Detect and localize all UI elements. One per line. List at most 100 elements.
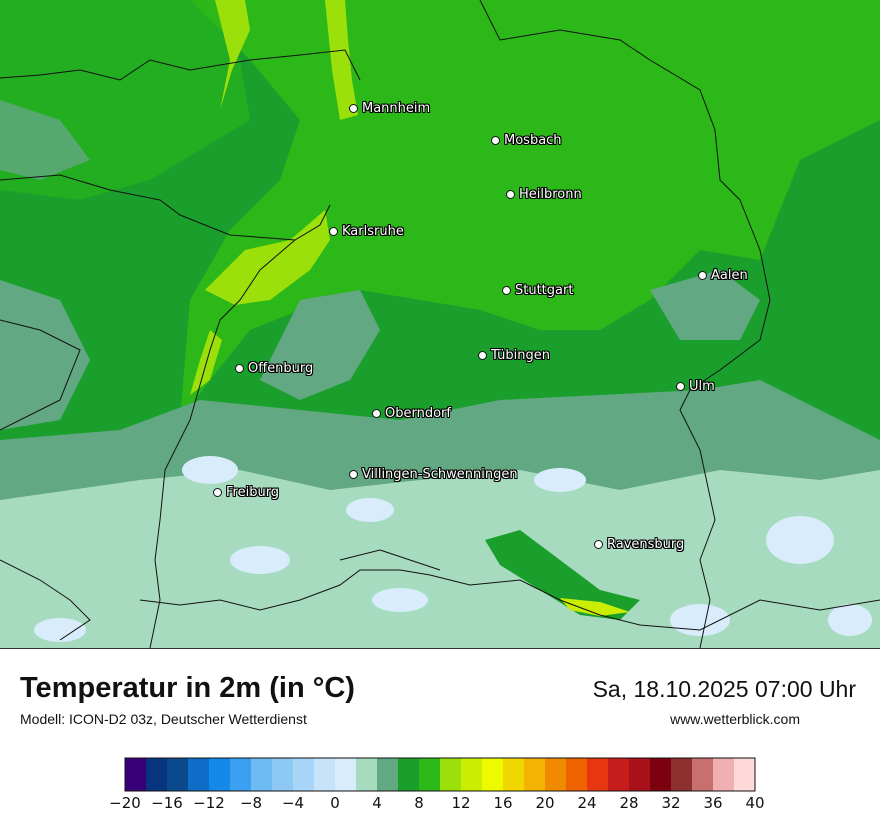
field-ice-bar (346, 498, 394, 522)
field-cool-west (0, 280, 90, 430)
field-cool-blackforest-north (260, 290, 380, 400)
temperature-map: Mannheim Mosbach Heilbronn Karlsruhe Aal… (0, 0, 880, 649)
color-scale-swatch (650, 758, 672, 791)
color-scale-tick-label: 0 (330, 794, 340, 812)
color-scale-swatch (587, 758, 609, 791)
field-warm-mannheim (325, 0, 358, 120)
color-scale-swatch (440, 758, 462, 791)
city-dot-icon (372, 409, 381, 418)
page-title: Temperatur in 2m (in °C) (20, 672, 355, 704)
city-label: Oberndorf (385, 406, 451, 421)
color-scale-swatch (566, 758, 588, 791)
city-marker-offenburg: Offenburg (235, 361, 313, 376)
city-dot-icon (349, 470, 358, 479)
color-scale-swatch (671, 758, 693, 791)
city-marker-ulm: Ulm (676, 379, 715, 394)
field-lake-warm (560, 598, 630, 616)
color-scale-tick-label: −16 (151, 794, 183, 812)
city-label: Mannheim (362, 101, 431, 116)
field-cool-northwest (0, 100, 90, 180)
color-scale-tick-label: 20 (535, 794, 555, 812)
color-scale-swatch (545, 758, 567, 791)
city-marker-tuebingen: Tübingen (478, 348, 550, 363)
color-scale-legend: −20 −16 −12 −8 −4 0 4 8 12 16 20 24 28 32 36 40 (0, 750, 880, 830)
city-label: Heilbronn (519, 187, 582, 202)
color-scale-tick-label: 16 (493, 794, 513, 812)
color-scale-swatch (335, 758, 357, 791)
city-marker-heilbronn: Heilbronn (506, 187, 582, 202)
field-ice-southeast (766, 516, 834, 564)
city-dot-icon (506, 190, 515, 199)
field-ice-southwest (34, 618, 86, 642)
city-dot-icon (329, 227, 338, 236)
color-scale-swatch (146, 758, 168, 791)
color-scale-border (124, 757, 756, 792)
website-link[interactable]: www.wetterblick.com (670, 711, 800, 727)
city-dot-icon (594, 540, 603, 549)
color-scale-tick-label: −12 (193, 794, 225, 812)
field-ice-south-1 (230, 546, 290, 574)
color-scale-swatch (251, 758, 273, 791)
city-dot-icon (491, 136, 500, 145)
color-scale-swatch (524, 758, 546, 791)
city-label: Mosbach (504, 133, 562, 148)
city-marker-ravensburg: Ravensburg (594, 537, 684, 552)
color-scale-swatch (209, 758, 231, 791)
color-scale-swatch (125, 758, 147, 791)
color-scale-swatch (356, 758, 378, 791)
city-marker-mosbach: Mosbach (491, 133, 562, 148)
city-label: Karlsruhe (342, 224, 404, 239)
border-switzerland (139, 569, 880, 631)
field-warm-karlsruhe (205, 210, 330, 305)
field-warm-strip-north (215, 0, 250, 110)
color-scale-tick-label: −4 (281, 794, 305, 812)
color-scale-tick-label: 12 (451, 794, 471, 812)
city-label: Tübingen (491, 348, 550, 363)
city-marker-freiburg: Freiburg (213, 485, 279, 500)
city-label: Aalen (711, 268, 748, 283)
field-ice-east (828, 604, 872, 636)
color-scale-swatch (419, 758, 441, 791)
color-scale-tick-label: 36 (703, 794, 723, 812)
color-scale-swatch (608, 758, 630, 791)
city-dot-icon (235, 364, 244, 373)
field-ice-freiburg (182, 456, 238, 484)
city-marker-aalen: Aalen (698, 268, 748, 283)
color-scale-bar (124, 757, 756, 792)
color-scale-tick-label: −8 (239, 794, 263, 812)
city-dot-icon (478, 351, 487, 360)
color-scale-swatch (293, 758, 315, 791)
color-scale-tick-label: 28 (619, 794, 639, 812)
city-label: Freiburg (226, 485, 280, 500)
color-scale-swatch (734, 758, 756, 791)
forecast-datetime: Sa, 18.10.2025 07:00 Uhr (592, 676, 856, 702)
color-scale-tick-label: 40 (745, 794, 765, 812)
color-scale-swatch (377, 758, 399, 791)
color-scale-swatch (482, 758, 504, 791)
city-marker-stuttgart: Stuttgart (502, 283, 573, 298)
city-label: Offenburg (248, 361, 314, 376)
color-scale-tick-label: 24 (577, 794, 597, 812)
city-dot-icon (698, 271, 707, 280)
color-scale-swatch (230, 758, 252, 791)
city-label: Stuttgart (515, 283, 574, 298)
color-scale-tick-label: 8 (414, 794, 424, 812)
color-scale-swatch (461, 758, 483, 791)
city-label: Ulm (689, 379, 715, 394)
border-pfalz (0, 174, 331, 241)
city-marker-mannheim: Mannheim (349, 101, 430, 116)
city-dot-icon (349, 104, 358, 113)
temperature-field (0, 0, 880, 648)
city-dot-icon (213, 488, 222, 497)
city-dot-icon (676, 382, 685, 391)
field-pale-south (0, 470, 880, 648)
border-east (479, 0, 771, 648)
color-scale-swatch (692, 758, 714, 791)
color-scale-swatch (272, 758, 294, 791)
model-source: Modell: ICON-D2 03z, Deutscher Wetterdie… (20, 711, 307, 727)
border-north-west (0, 49, 361, 81)
border-canton (339, 549, 441, 571)
city-dot-icon (502, 286, 511, 295)
field-ice-hochrhein (372, 588, 428, 612)
city-marker-villingen-schwenningen: Villingen-Schwenningen (349, 467, 518, 482)
